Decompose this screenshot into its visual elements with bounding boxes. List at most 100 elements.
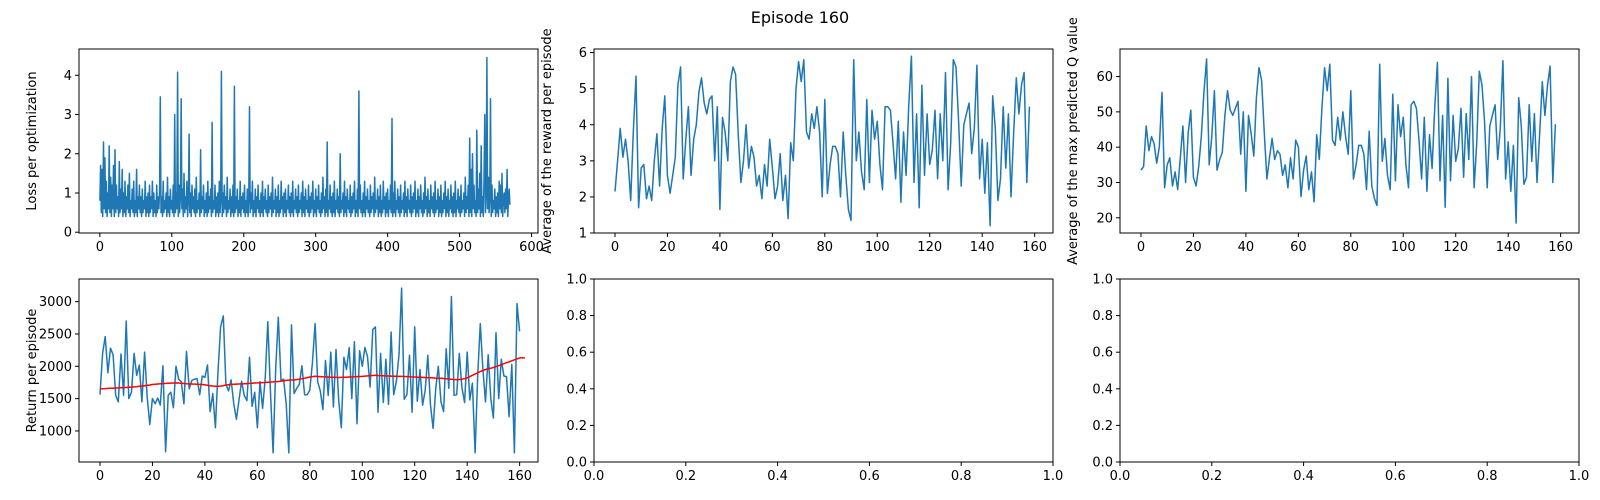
- y-tick-label: 2500: [39, 327, 72, 342]
- y-axis-label: Loss per optimization: [25, 71, 40, 210]
- axes-frame: [78, 278, 539, 463]
- x-tick-label: 120: [917, 240, 942, 255]
- axes-frame: [593, 48, 1054, 234]
- y-axis-label: Average of the reward per episode: [540, 28, 555, 253]
- series-line-0: [99, 56, 511, 218]
- x-tick-label: 0.8: [1477, 469, 1498, 484]
- x-tick-label: 0.0: [1110, 469, 1131, 484]
- x-tick-label: 20: [144, 469, 161, 484]
- x-tick-label: 60: [764, 240, 781, 255]
- y-tick-label: 2: [579, 190, 587, 205]
- series-line-1: [99, 357, 525, 390]
- y-tick-label: 1: [64, 186, 72, 201]
- x-tick-label: 300: [303, 240, 328, 255]
- x-tick-label: 0.6: [859, 469, 880, 484]
- x-tick-label: 500: [447, 240, 472, 255]
- y-tick-label: 3: [64, 108, 72, 123]
- x-tick-label: 0: [611, 240, 619, 255]
- x-tick-label: 80: [817, 240, 834, 255]
- subplot-loss: 0 100 200 300 400 500 600 0 1 2 3 4 Loss per optimiz…: [25, 48, 544, 255]
- y-tick-label: 0.6: [566, 346, 587, 361]
- x-tick-label: 0.2: [1201, 469, 1222, 484]
- series-line-0: [614, 55, 1031, 227]
- x-tick-label: 40: [1238, 240, 1255, 255]
- subplot-empty-1: 0.0 0.2 0.4 0.6 0.8 1.0 0.0 0.2 0.4 0.6 0.8 1.0: [566, 273, 1063, 485]
- x-tick-label: 20: [659, 240, 676, 255]
- x-tick-label: 80: [1343, 240, 1360, 255]
- y-tick-label: 4: [64, 69, 72, 84]
- x-tick-label: 0: [96, 240, 104, 255]
- y-tick-label: 0: [64, 226, 72, 241]
- x-tick-label: 0.4: [767, 469, 788, 484]
- y-tick-label: 0.6: [1092, 346, 1113, 361]
- y-tick-label: 40: [1096, 141, 1113, 156]
- y-tick-label: 1.0: [1092, 273, 1113, 288]
- subplot-q-value: 0 20 40 60 80 100 120 140 160 20 30 40 50 60 Average o…: [1066, 17, 1580, 265]
- y-tick-label: 0.2: [1092, 419, 1113, 434]
- y-tick-label: 1500: [39, 392, 72, 407]
- y-tick-label: 5: [579, 82, 587, 97]
- x-tick-label: 100: [1391, 240, 1416, 255]
- series-line-0: [1140, 58, 1557, 224]
- x-tick-label: 160: [507, 469, 532, 484]
- x-tick-label: 60: [1290, 240, 1307, 255]
- x-tick-label: 1.0: [1569, 469, 1590, 484]
- series-line-0: [99, 287, 521, 454]
- x-tick-label: 40: [197, 469, 214, 484]
- x-tick-label: 100: [350, 469, 375, 484]
- x-tick-label: 0.6: [1385, 469, 1406, 484]
- x-tick-label: 160: [1548, 240, 1573, 255]
- x-tick-label: 0: [1137, 240, 1145, 255]
- x-tick-label: 80: [302, 469, 319, 484]
- y-tick-label: 0.8: [1092, 309, 1113, 324]
- y-tick-label: 2: [64, 147, 72, 162]
- y-tick-label: 3: [579, 154, 587, 169]
- y-tick-label: 0.0: [1092, 456, 1113, 471]
- x-tick-label: 400: [375, 240, 400, 255]
- axes-frame: [1119, 278, 1580, 463]
- y-axis-label: Return per episode: [25, 309, 40, 433]
- y-tick-label: 2000: [39, 360, 72, 375]
- y-tick-label: 1: [579, 227, 587, 242]
- axes-frame: [78, 48, 539, 234]
- y-tick-label: 0.4: [566, 382, 587, 397]
- x-tick-label: 120: [1443, 240, 1468, 255]
- subplot-return: 0 20 40 60 80 100 120 140 160 1000 1500 2000 2500 300…: [25, 278, 539, 484]
- subplot-empty-2: 0.0 0.2 0.4 0.6 0.8 1.0 0.0 0.2 0.4 0.6 0.8 1.0: [1092, 273, 1589, 485]
- x-tick-label: 600: [519, 240, 544, 255]
- x-tick-label: 100: [865, 240, 890, 255]
- axes-frame: [1119, 48, 1580, 234]
- x-tick-label: 0.8: [951, 469, 972, 484]
- y-tick-label: 0.2: [566, 419, 587, 434]
- subplot-reward: 0 20 40 60 80 100 120 140 160 1 2 3 4 5 6 Average of th…: [540, 28, 1054, 255]
- y-axis-label: Average of the max predicted Q value: [1066, 17, 1081, 265]
- y-tick-label: 60: [1096, 70, 1113, 85]
- x-tick-label: 60: [249, 469, 266, 484]
- x-tick-label: 140: [1496, 240, 1521, 255]
- x-tick-label: 200: [231, 240, 256, 255]
- x-tick-label: 160: [1022, 240, 1047, 255]
- figure-title: Episode 160: [751, 8, 849, 27]
- y-tick-label: 20: [1096, 211, 1113, 226]
- x-tick-label: 0.0: [584, 469, 605, 484]
- x-tick-label: 0.2: [675, 469, 696, 484]
- y-tick-label: 6: [579, 46, 587, 61]
- axes-frame: [593, 278, 1054, 463]
- y-tick-label: 4: [579, 118, 587, 133]
- x-tick-label: 140: [455, 469, 480, 484]
- x-tick-label: 40: [712, 240, 729, 255]
- y-tick-label: 30: [1096, 176, 1113, 191]
- y-tick-label: 0.0: [566, 456, 587, 471]
- y-tick-label: 3000: [39, 295, 72, 310]
- x-tick-label: 1.0: [1043, 469, 1064, 484]
- x-tick-label: 0.4: [1293, 469, 1314, 484]
- x-tick-label: 120: [402, 469, 427, 484]
- y-tick-label: 1000: [39, 424, 72, 439]
- x-tick-label: 0: [96, 469, 104, 484]
- x-tick-label: 100: [159, 240, 184, 255]
- y-tick-label: 0.8: [566, 309, 587, 324]
- x-tick-label: 140: [970, 240, 995, 255]
- y-tick-label: 0.4: [1092, 382, 1113, 397]
- x-tick-label: 20: [1185, 240, 1202, 255]
